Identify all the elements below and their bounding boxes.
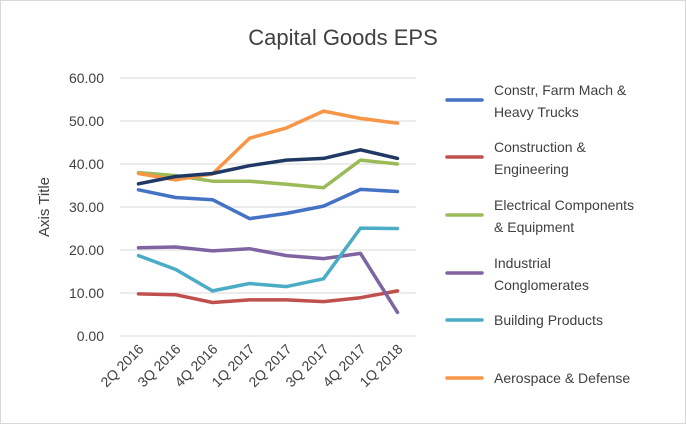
y-tick-label: 10.00	[69, 285, 104, 301]
legend-label-2: & Equipment	[494, 219, 574, 235]
y-tick-label: 60.00	[69, 70, 104, 86]
legend-label-0: Constr, Farm Mach &	[494, 82, 627, 98]
legend-label-3: Conglomerates	[494, 277, 589, 293]
legend-label-3: Industrial	[494, 255, 551, 271]
y-tick-label: 20.00	[69, 242, 104, 258]
legend-label-0: Heavy Trucks	[494, 104, 579, 120]
chart-title: Capital Goods EPS	[248, 25, 438, 50]
series-line-0	[136, 187, 400, 221]
legend: Constr, Farm Mach & Heavy Trucks Construct…	[445, 82, 634, 386]
y-tick-label: 30.00	[69, 199, 104, 215]
legend-label-1: Engineering	[494, 161, 569, 177]
series-line-3	[136, 245, 400, 315]
series-line-4	[136, 226, 400, 293]
series-line-5	[136, 109, 400, 182]
y-tick-label: 0.00	[77, 328, 104, 344]
series-line-1	[136, 289, 400, 305]
legend-label-4: Building Products	[494, 312, 603, 328]
y-tick-label: 40.00	[69, 156, 104, 172]
y-tick-label: 50.00	[69, 113, 104, 129]
y-axis-title: Axis Title	[36, 177, 53, 237]
y-axis-ticks: 0.00 10.00 20.00 30.00 40.00 50.00 60.00	[69, 70, 104, 344]
series-line-6	[136, 148, 400, 186]
legend-label-5: Aerospace & Defense	[494, 370, 630, 386]
series-lines	[136, 109, 400, 315]
legend-label-2: Electrical Components	[494, 197, 634, 213]
legend-label-1: Construction &	[494, 139, 586, 155]
